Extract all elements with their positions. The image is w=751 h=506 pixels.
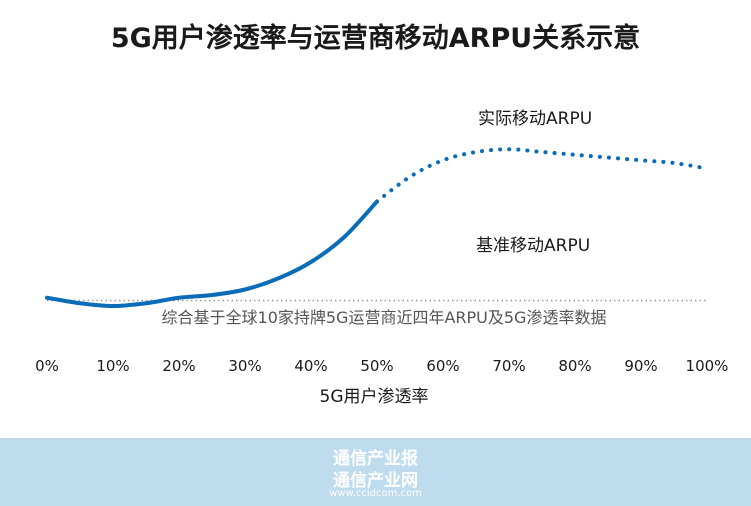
footer-line1: 通信产业报 xyxy=(333,449,418,469)
x-tick-label: 40% xyxy=(294,357,327,375)
x-tick-label: 0% xyxy=(35,357,59,375)
arpu-series xyxy=(45,147,709,309)
x-axis-ticks: 0% 10% 20% 30% 40% 50% 60% 70% 80% 90% 100% xyxy=(35,357,728,375)
data-source-note: 综合基于全球10家持牌5G运营商近四年ARPU及5G渗透率数据 xyxy=(162,308,607,327)
series-label-baseline-arpu: 基准移动ARPU xyxy=(476,236,590,256)
line-chart: 实际移动ARPU 基准移动ARPU 综合基于全球10家持牌5G运营商近四年ARP… xyxy=(35,109,728,407)
x-tick-label: 50% xyxy=(360,357,393,375)
x-tick-label: 100% xyxy=(686,357,729,375)
x-tick-label: 90% xyxy=(624,357,657,375)
chart-title: 5G用户渗透率与运营商移动ARPU关系示意 xyxy=(110,23,641,54)
x-tick-label: 20% xyxy=(162,357,195,375)
x-tick-label: 70% xyxy=(492,357,525,375)
actual-arpu-dotted-line xyxy=(375,147,709,204)
x-axis-label: 5G用户渗透率 xyxy=(320,387,429,407)
series-label-actual-arpu: 实际移动ARPU xyxy=(478,109,592,129)
x-tick-label: 30% xyxy=(228,357,261,375)
x-tick-label: 60% xyxy=(426,357,459,375)
x-tick-label: 10% xyxy=(96,357,129,375)
footer-line2: 通信产业网 xyxy=(333,471,418,491)
x-tick-label: 80% xyxy=(558,357,591,375)
footer-banner: 通信产业报 通信产业网 www.ccidcom.com xyxy=(0,438,751,506)
footer-url: www.ccidcom.com xyxy=(329,488,422,499)
actual-arpu-solid-line xyxy=(45,199,379,309)
